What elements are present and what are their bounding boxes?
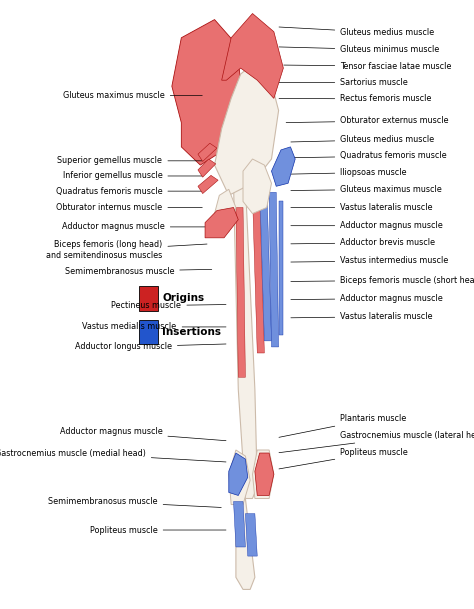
Text: Obturator externus muscle: Obturator externus muscle (286, 116, 449, 125)
Text: Adductor longus muscle: Adductor longus muscle (75, 342, 226, 351)
Bar (138, 320, 158, 344)
Polygon shape (172, 19, 243, 165)
Polygon shape (269, 192, 279, 347)
Polygon shape (272, 147, 295, 186)
Text: Adductor magnus muscle: Adductor magnus muscle (62, 222, 207, 231)
Text: Vastus intermedius muscle: Vastus intermedius muscle (291, 256, 448, 266)
Text: Gluteus maximus muscle: Gluteus maximus muscle (291, 185, 442, 194)
Text: Insertions: Insertions (163, 327, 221, 337)
Polygon shape (234, 183, 257, 499)
Text: Quadratus femoris muscle: Quadratus femoris muscle (291, 152, 447, 161)
Text: Adductor magnus muscle: Adductor magnus muscle (60, 428, 226, 441)
Polygon shape (222, 13, 283, 99)
Text: Origins: Origins (163, 294, 204, 303)
Polygon shape (246, 513, 257, 556)
Polygon shape (255, 453, 274, 496)
Text: Tensor fasciae latae muscle: Tensor fasciae latae muscle (284, 62, 452, 71)
Text: Adductor magnus muscle: Adductor magnus muscle (291, 221, 443, 230)
Text: Gluteus minimus muscle: Gluteus minimus muscle (279, 46, 439, 54)
Polygon shape (236, 499, 255, 590)
Polygon shape (198, 143, 217, 161)
Polygon shape (236, 208, 246, 377)
Text: Gastrocnemius muscle (medial head): Gastrocnemius muscle (medial head) (0, 448, 226, 462)
Text: Vastus lateralis muscle: Vastus lateralis muscle (291, 312, 433, 321)
Polygon shape (243, 159, 272, 214)
Polygon shape (279, 202, 283, 335)
Text: Gluteus medius muscle: Gluteus medius muscle (291, 135, 434, 144)
Polygon shape (253, 195, 264, 353)
Text: Biceps femoris muscle (short head): Biceps femoris muscle (short head) (291, 276, 474, 285)
Text: Gluteus maximus muscle: Gluteus maximus muscle (63, 91, 202, 100)
Polygon shape (215, 62, 279, 195)
Text: Sartorius muscle: Sartorius muscle (279, 78, 408, 87)
Text: Obturator internus muscle: Obturator internus muscle (56, 203, 202, 212)
Text: Rectus femoris muscle: Rectus femoris muscle (279, 94, 432, 104)
Text: Inferior gemellus muscle: Inferior gemellus muscle (63, 172, 202, 180)
Polygon shape (229, 453, 248, 496)
Text: Pectineus muscle: Pectineus muscle (111, 301, 226, 310)
Bar (138, 286, 158, 311)
Polygon shape (229, 450, 250, 504)
Text: Popliteus muscle: Popliteus muscle (90, 526, 226, 535)
Polygon shape (215, 189, 236, 232)
Text: Plantaris muscle: Plantaris muscle (279, 414, 407, 437)
Polygon shape (253, 450, 274, 499)
Text: Adductor brevis muscle: Adductor brevis muscle (291, 238, 435, 247)
Text: Superior gemellus muscle: Superior gemellus muscle (57, 157, 202, 165)
Polygon shape (260, 183, 272, 341)
Text: Semimembranosus muscle: Semimembranosus muscle (65, 267, 212, 276)
Text: Gluteus medius muscle: Gluteus medius muscle (279, 27, 434, 37)
Text: Iliopsoas muscle: Iliopsoas muscle (291, 168, 407, 177)
Polygon shape (198, 159, 216, 177)
Text: Vastus medialis muscle: Vastus medialis muscle (82, 322, 226, 331)
Polygon shape (205, 208, 238, 238)
Text: Vastus lateralis muscle: Vastus lateralis muscle (291, 203, 433, 212)
Text: Gastrocnemius muscle (lateral head): Gastrocnemius muscle (lateral head) (279, 431, 474, 452)
Polygon shape (198, 175, 218, 194)
Text: Popliteus muscle: Popliteus muscle (279, 448, 408, 469)
Text: Biceps femoris (long head)
and semitendinosus muscles: Biceps femoris (long head) and semitendi… (46, 240, 207, 259)
Text: Adductor magnus muscle: Adductor magnus muscle (291, 294, 443, 303)
Polygon shape (234, 502, 246, 547)
Text: Semimembranosus muscle: Semimembranosus muscle (48, 497, 221, 507)
Text: Quadratus femoris muscle: Quadratus femoris muscle (56, 186, 202, 195)
